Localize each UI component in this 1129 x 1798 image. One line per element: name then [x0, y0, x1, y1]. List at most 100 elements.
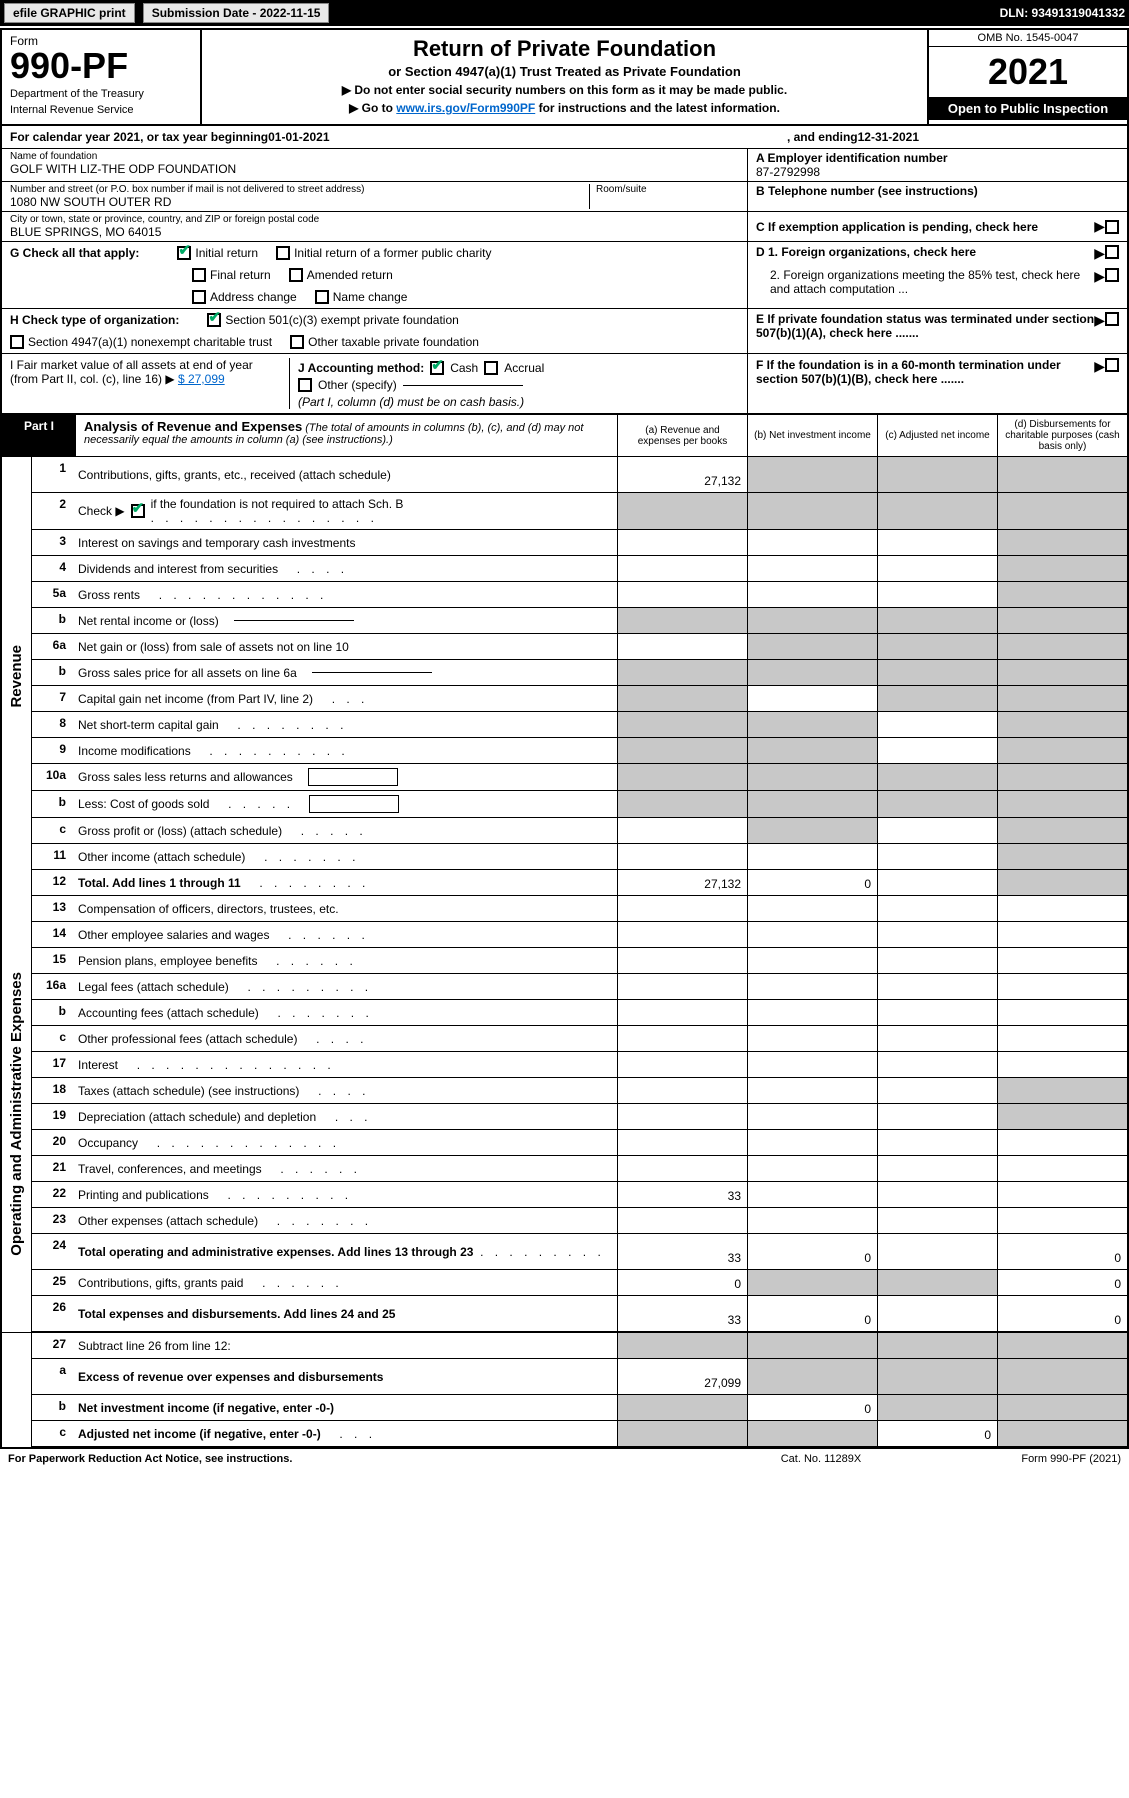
other-method-checkbox[interactable]	[298, 378, 312, 392]
address-change-label: Address change	[210, 290, 297, 304]
goto-post: for instructions and the latest informat…	[535, 101, 780, 115]
irs-link[interactable]: www.irs.gov/Form990PF	[396, 101, 535, 115]
cell	[997, 870, 1127, 895]
row-desc: Accounting fees (attach schedule) . . . …	[72, 1000, 617, 1025]
cell	[877, 712, 997, 737]
cell	[617, 974, 747, 999]
other-taxable-label: Other taxable private foundation	[308, 335, 479, 349]
address-change-checkbox[interactable]	[192, 290, 206, 304]
cell	[617, 764, 747, 790]
col-b-header: (b) Net investment income	[747, 415, 877, 456]
cell	[877, 1052, 997, 1077]
cell	[997, 1208, 1127, 1233]
cell	[617, 1026, 747, 1051]
initial-former-checkbox[interactable]	[276, 246, 290, 260]
row-15: 15Pension plans, employee benefits . . .…	[32, 948, 1127, 974]
g-label: G Check all that apply:	[10, 246, 139, 260]
row-desc: Interest . . . . . . . . . . . . . .	[72, 1052, 617, 1077]
row-14: 14Other employee salaries and wages . . …	[32, 922, 1127, 948]
row-3: 3 Interest on savings and temporary cash…	[32, 530, 1127, 556]
cell-25d: 0	[997, 1270, 1127, 1295]
row-9: 9 Income modifications . . . . . . . . .…	[32, 738, 1127, 764]
cell-2a	[617, 493, 747, 529]
cogs-box[interactable]	[309, 795, 399, 813]
gross-sales-input[interactable]	[312, 672, 432, 673]
row-16c: cOther professional fees (attach schedul…	[32, 1026, 1127, 1052]
col-c-header: (c) Adjusted net income	[877, 415, 997, 456]
row-17: 17Interest . . . . . . . . . . . . . .	[32, 1052, 1127, 1078]
row-num: 17	[32, 1052, 72, 1077]
cell	[877, 686, 997, 711]
foundation-name-label: Name of foundation	[10, 151, 739, 162]
row-26: 26Total expenses and disbursements. Add …	[32, 1296, 1127, 1332]
4947a1-label: Section 4947(a)(1) nonexempt charitable …	[28, 335, 272, 349]
row-desc: Other income (attach schedule) . . . . .…	[72, 844, 617, 869]
revenue-side-label: Revenue	[2, 457, 32, 896]
d2-checkbox[interactable]	[1105, 268, 1119, 282]
efile-print-button[interactable]: efile GRAPHIC print	[4, 3, 135, 23]
initial-return-checkbox[interactable]	[177, 246, 191, 260]
cell-2d	[997, 493, 1127, 529]
cell-2b	[747, 493, 877, 529]
cell	[617, 1078, 747, 1103]
cash-checkbox[interactable]	[430, 361, 444, 375]
cell	[617, 1156, 747, 1181]
other-specify-input[interactable]	[403, 385, 523, 386]
row-num: c	[32, 1421, 72, 1446]
row-27b: bNet investment income (if negative, ent…	[32, 1395, 1127, 1421]
f-checkbox[interactable]	[1105, 358, 1119, 372]
row-16b: bAccounting fees (attach schedule) . . .…	[32, 1000, 1127, 1026]
cell	[617, 660, 747, 685]
cell-25a: 0	[617, 1270, 747, 1295]
cell	[747, 1156, 877, 1181]
d2-label: 2. Foreign organizations meeting the 85%…	[756, 268, 1094, 296]
cell	[997, 582, 1127, 607]
gross-sales-box[interactable]	[308, 768, 398, 786]
goto-line: ▶ Go to www.irs.gov/Form990PF for instru…	[212, 101, 917, 115]
cell-27a-a: 27,099	[617, 1359, 747, 1394]
irs-label: Internal Revenue Service	[10, 104, 192, 116]
cell-24a: 33	[617, 1234, 747, 1269]
row-num: 18	[32, 1078, 72, 1103]
schb-checkbox[interactable]	[131, 504, 145, 518]
cell	[747, 1333, 877, 1358]
cat-no: Cat. No. 11289X	[721, 1453, 921, 1465]
cell	[877, 634, 997, 659]
501c3-checkbox[interactable]	[207, 313, 221, 327]
row-21: 21Travel, conferences, and meetings . . …	[32, 1156, 1127, 1182]
accrual-checkbox[interactable]	[484, 361, 498, 375]
row-num: 26	[32, 1296, 72, 1331]
cell	[617, 712, 747, 737]
cell	[877, 1234, 997, 1269]
public-inspection: Open to Public Inspection	[929, 97, 1127, 120]
e-checkbox[interactable]	[1105, 312, 1119, 326]
row-num: a	[32, 1359, 72, 1394]
cell	[747, 922, 877, 947]
final-return-checkbox[interactable]	[192, 268, 206, 282]
row-num: 20	[32, 1130, 72, 1155]
row-desc: Subtract line 26 from line 12:	[72, 1333, 617, 1358]
4947a1-checkbox[interactable]	[10, 335, 24, 349]
cell	[617, 1000, 747, 1025]
name-change-checkbox[interactable]	[315, 290, 329, 304]
d1-checkbox[interactable]	[1105, 245, 1119, 259]
ein-label: A Employer identification number	[756, 151, 1119, 165]
cell	[877, 1333, 997, 1358]
row-7: 7 Capital gain net income (from Part IV,…	[32, 686, 1127, 712]
cal-pre: For calendar year 2021, or tax year begi…	[10, 130, 268, 144]
cell	[997, 974, 1127, 999]
cell	[747, 1182, 877, 1207]
rental-input[interactable]	[234, 620, 354, 621]
blank-side	[2, 1333, 32, 1447]
row-num: 9	[32, 738, 72, 763]
row-desc: Capital gain net income (from Part IV, l…	[72, 686, 617, 711]
city-block: City or town, state or province, country…	[2, 212, 1127, 242]
row-num: 7	[32, 686, 72, 711]
row-desc: Adjusted net income (if negative, enter …	[72, 1421, 617, 1446]
amended-checkbox[interactable]	[289, 268, 303, 282]
other-taxable-checkbox[interactable]	[290, 335, 304, 349]
c-checkbox[interactable]	[1105, 220, 1119, 234]
row-num: 19	[32, 1104, 72, 1129]
cell	[997, 660, 1127, 685]
cash-label: Cash	[450, 361, 478, 375]
